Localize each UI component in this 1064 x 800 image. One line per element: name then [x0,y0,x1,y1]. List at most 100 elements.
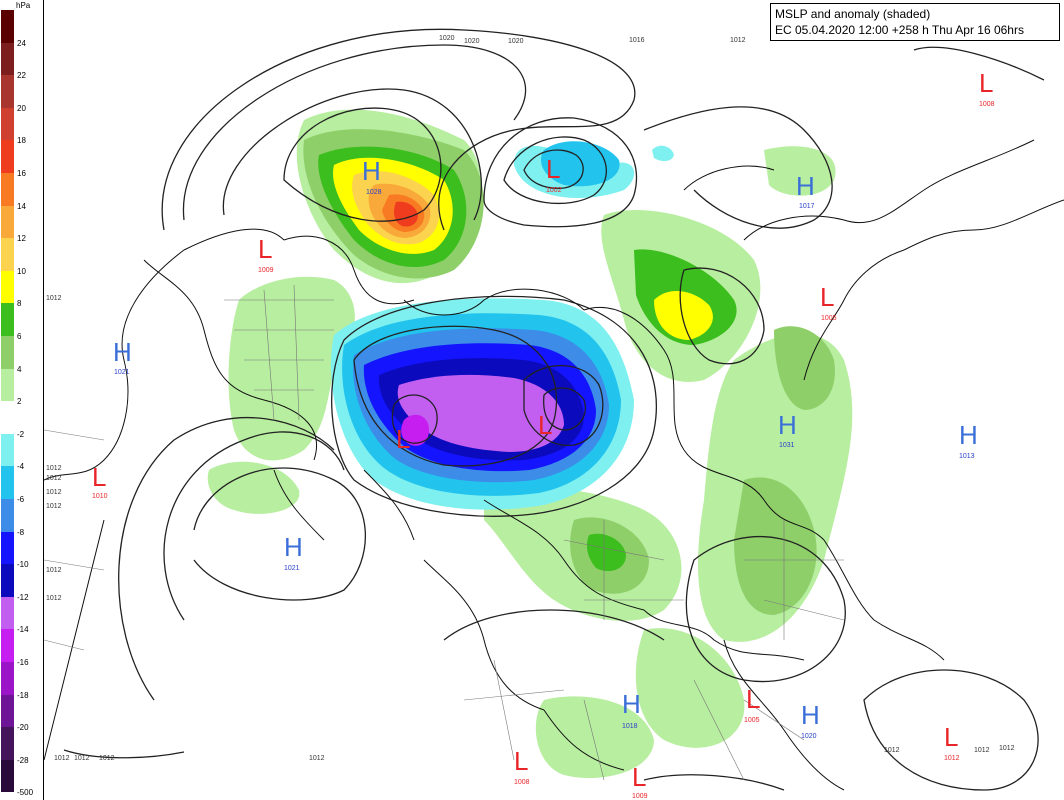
legend-swatch [1,303,14,336]
coastlines [44,139,1064,791]
borders [44,284,845,781]
legend-label: 2 [17,397,22,407]
low-center-symbol: L [944,722,958,752]
contour-label: 1012 [46,503,62,510]
high-center-value: 1031 [779,442,795,449]
legend-label: -10 [17,560,29,570]
low-center-value: 1008 [514,779,530,786]
low-center-symbol: L [632,762,646,792]
legend-label: -8 [17,527,25,537]
legend-swatch [1,499,14,532]
legend-swatch [1,238,14,271]
legend-label: 12 [17,234,26,244]
contour-label: 1012 [884,747,900,754]
legend-label: -20 [17,723,29,733]
legend-unit: hPa [16,1,31,10]
legend-swatch [1,531,14,565]
map-title: MSLP and anomaly (shaded) [775,7,931,21]
legend-label: 10 [17,266,26,276]
high-center-symbol: H [622,689,641,719]
low-center-value: 1012 [944,755,960,762]
low-center-symbol: L [546,154,560,184]
legend-swatch [1,596,14,630]
high-center-value: 1018 [622,723,638,730]
contour-label: 1020 [508,38,524,45]
legend-label: -500 [17,788,34,798]
low-center-symbol: L [538,410,552,440]
legend-label: 16 [17,169,26,178]
legend-swatch [1,629,14,662]
high-center-value: 1021 [114,369,130,376]
high-center-symbol: H [778,410,797,440]
legend-swatch [1,336,14,369]
contour-label: 1012 [309,755,325,762]
low-center-symbol: L [514,746,528,776]
low-center-value: 1002 [546,187,562,194]
legend-label: -14 [17,625,29,635]
legend-label: 18 [17,136,26,146]
contour-label: 1012 [46,595,62,602]
legend-label: -4 [17,462,25,472]
legend-swatch [1,173,14,206]
low-center-value: 1009 [632,793,648,800]
legend-swatch [1,433,14,467]
legend-label: 14 [17,201,26,211]
low-center-symbol: L [746,684,760,714]
legend-swatch [1,466,14,499]
low-center-symbol: L [92,462,106,492]
high-center-symbol: H [959,420,978,450]
legend-label: 24 [17,38,26,48]
legend-swatch [1,205,14,239]
legend-swatch [1,107,14,141]
map-subtitle: EC 05.04.2020 12:00 +258 h Thu Apr 16 06… [775,23,1024,37]
low-center-symbol: L [820,282,834,312]
legend-swatch [1,662,14,695]
legend-label: 22 [17,71,26,81]
legend-swatch [1,42,14,76]
high-center-value: 1017 [799,203,815,210]
contour-label: 1012 [46,465,62,472]
contour-label: 1012 [999,745,1015,752]
legend-label: -16 [17,658,29,667]
legend-swatch [1,727,14,760]
legend-label: -28 [17,755,29,765]
color-legend: hPa 24 22 20 18 16 14 12 10 8 6 4 2 -2 -4 -6 -8 -10 -12 -1… [0,0,44,800]
legend-label: -2 [17,429,25,439]
pressure-centers: H 1028 L 1002 H 1017 L 1008 L 1009 H 102… [92,68,995,800]
high-center-symbol: H [284,532,303,562]
contour-label: 1020 [464,38,480,45]
legend-swatch [1,75,14,108]
contour-label: 1012 [46,567,62,574]
legend-swatch [1,401,14,434]
contour-label: 1016 [629,37,645,44]
high-center-symbol: H [113,337,132,367]
contour-label: 1012 [46,475,62,482]
high-anomaly-blob [303,129,484,279]
high-center-value: 1013 [959,453,975,460]
contour-label: 1012 [974,747,990,754]
contour-label: 1012 [46,295,62,302]
legend-swatch [1,140,14,173]
pressure-map: H 1028 L 1002 H 1017 L 1008 L 1009 H 102… [44,28,1064,800]
contour-label: 1012 [74,755,90,762]
low-center-value: 1009 [258,267,274,274]
contour-labels: 1020 1020 1020 1016 1012 1012 1012 1012 … [46,35,1015,762]
low-center-symbol: L [396,424,410,454]
contour-label: 1012 [730,37,746,44]
legend-swatch [1,368,14,402]
low-center-value: 1005 [821,315,837,322]
contour-label: 1020 [439,35,455,42]
low-center-value: 1008 [979,101,995,108]
low-center-symbol: L [258,234,272,264]
legend-label: 8 [17,299,22,309]
legend-label: -18 [17,690,29,700]
high-center-value: 1028 [366,189,382,196]
legend-label: -6 [17,495,25,504]
legend-label: -12 [17,592,29,602]
legend-swatch [1,694,14,728]
high-center-value: 1021 [284,565,300,572]
legend-swatch [1,564,14,597]
title-box: MSLP and anomaly (shaded) EC 05.04.2020 … [770,3,1060,41]
contour-label: 1012 [54,755,70,762]
high-center-symbol: H [362,156,381,186]
